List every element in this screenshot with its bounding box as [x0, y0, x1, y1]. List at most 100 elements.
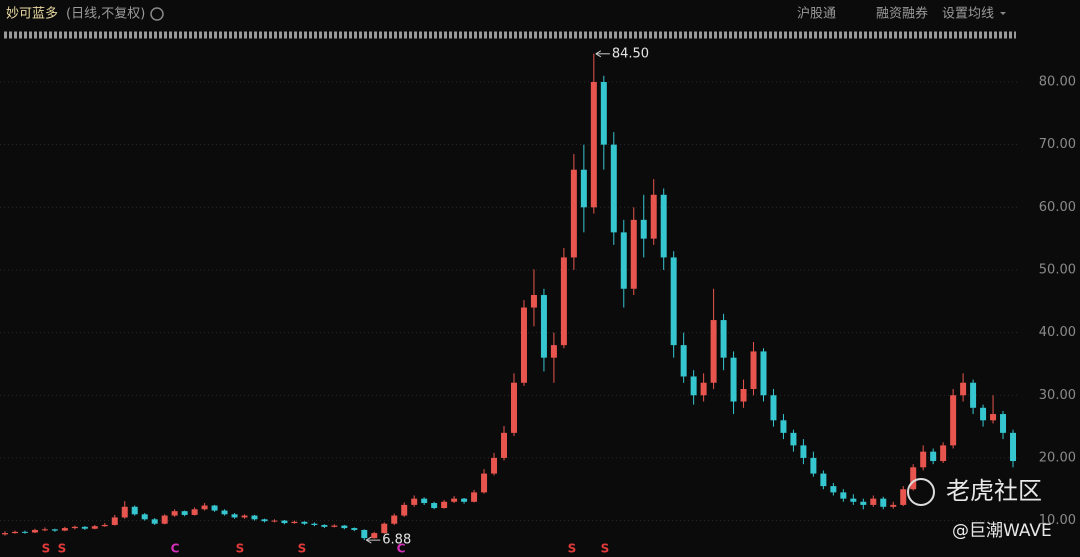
- candle-body: [191, 509, 198, 515]
- candle-body: [680, 345, 687, 377]
- watermark-author: @巨潮WAVE: [952, 521, 1052, 541]
- candle-body: [221, 510, 228, 515]
- candle-body: [271, 520, 278, 522]
- candle-body: [201, 505, 208, 510]
- candle-body: [451, 498, 458, 502]
- candle-body: [960, 382, 967, 396]
- link[interactable]: 沪股通: [797, 6, 836, 22]
- candle-body: [630, 219, 637, 289]
- candle-body: [510, 382, 517, 433]
- candle-body: [550, 345, 557, 358]
- candle-body: [660, 194, 667, 258]
- chart-mode[interactable]: (日线,不复权): [66, 6, 145, 22]
- candle-body: [940, 445, 947, 462]
- candle-body: [431, 503, 438, 509]
- candle-body: [391, 515, 398, 524]
- candle-body: [211, 505, 218, 511]
- candle-body: [21, 531, 28, 533]
- candle-body: [900, 489, 907, 505]
- watermark-brand: 老虎社区: [946, 477, 1042, 505]
- candle-body: [11, 531, 18, 534]
- candle-body: [161, 515, 168, 524]
- y-tick-label: 80.00: [1039, 75, 1076, 90]
- candle-body: [301, 521, 308, 524]
- candle-body: [620, 232, 627, 289]
- candle-body: [710, 320, 717, 383]
- candle-body: [461, 498, 468, 502]
- link[interactable]: 设置均线: [942, 7, 994, 22]
- candle-body: [740, 388, 747, 402]
- event-marker[interactable]: S: [568, 542, 577, 556]
- candle-body: [31, 529, 38, 533]
- candle-body: [171, 511, 178, 516]
- candle-body: [970, 382, 977, 408]
- candle-body: [411, 498, 418, 505]
- candle-body: [331, 525, 338, 527]
- dropdown-icon[interactable]: [1000, 12, 1006, 15]
- candle-body: [910, 467, 917, 490]
- candle-body: [471, 492, 478, 502]
- link[interactable]: 融资融券: [876, 6, 928, 22]
- candle-body: [61, 528, 68, 531]
- candle-body: [441, 501, 448, 509]
- candle-body: [241, 515, 248, 518]
- event-marker[interactable]: C: [397, 542, 406, 556]
- candle-body: [650, 194, 657, 239]
- candle-body: [850, 498, 857, 502]
- candle-body: [520, 307, 527, 383]
- y-tick-label: 60.00: [1039, 200, 1076, 215]
- candle-body: [341, 525, 348, 529]
- candle-body: [560, 257, 567, 346]
- candle-body: [730, 357, 737, 402]
- event-marker[interactable]: S: [298, 542, 307, 556]
- candle-body: [930, 451, 937, 462]
- candle-body: [1000, 414, 1007, 433]
- candle-body: [151, 519, 158, 524]
- candle-body: [361, 529, 368, 539]
- stock-name[interactable]: 妙可蓝多: [6, 6, 58, 22]
- candle-body: [750, 351, 757, 389]
- candle-body: [830, 486, 837, 493]
- candle-body: [580, 169, 587, 208]
- candle-body: [101, 524, 108, 527]
- candle-body: [720, 320, 727, 358]
- candle-body: [820, 473, 827, 487]
- y-tick-label: 40.00: [1039, 325, 1076, 340]
- candle-body: [800, 445, 807, 458]
- plot: 10.00 20.00 30.00 40.00 50.00 60.00 70.00 80.00…: [0, 46, 1076, 548]
- candle-body: [251, 515, 258, 520]
- annotation-label: 84.50: [612, 46, 649, 61]
- candle-body: [351, 528, 358, 530]
- candle-body: [401, 504, 408, 516]
- event-marker[interactable]: S: [236, 542, 245, 556]
- candle-body: [670, 257, 677, 346]
- y-tick-label: 20.00: [1039, 450, 1076, 465]
- candle-body: [610, 144, 617, 233]
- event-marker[interactable]: S: [58, 542, 67, 556]
- candle-body: [860, 501, 867, 505]
- candle-body: [790, 432, 797, 446]
- annotation-arrowhead: [595, 50, 602, 58]
- candle-body: [690, 376, 697, 396]
- settings-icon[interactable]: [150, 7, 164, 21]
- candle-body: [321, 524, 328, 527]
- candle-body: [920, 451, 927, 468]
- annotation-label: 6.88: [382, 533, 411, 548]
- candle-body: [880, 498, 887, 507]
- candle-body: [590, 82, 597, 208]
- y-tick-label: 30.00: [1039, 388, 1076, 403]
- candle-body: [840, 492, 847, 499]
- candle-body: [121, 506, 128, 518]
- candle-body: [141, 514, 148, 520]
- candle-body: [570, 169, 577, 258]
- candle-body: [780, 420, 787, 433]
- candle-body: [261, 519, 268, 522]
- candle-body: [111, 517, 118, 525]
- event-marker[interactable]: C: [171, 542, 180, 556]
- event-marker[interactable]: S: [601, 542, 610, 556]
- candle-body: [491, 457, 498, 474]
- candle-body: [760, 351, 767, 396]
- candle-body: [890, 504, 897, 507]
- event-marker[interactable]: S: [42, 542, 51, 556]
